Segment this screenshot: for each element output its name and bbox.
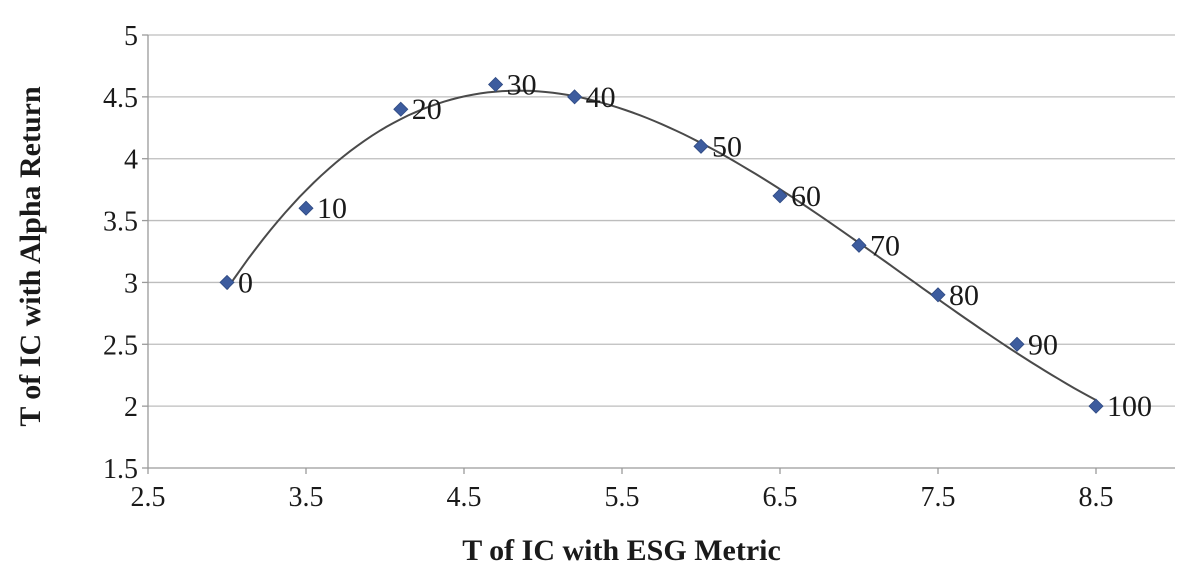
data-label: 50 — [712, 130, 742, 163]
x-tick-label: 4.5 — [447, 482, 482, 513]
y-axis-title: T of IC with Alpha Return — [14, 86, 47, 427]
y-tick-label: 4.5 — [103, 83, 138, 114]
x-tick-label: 2.5 — [131, 482, 166, 513]
x-tick-label: 7.5 — [921, 482, 956, 513]
data-point — [851, 237, 867, 253]
y-tick-label: 3 — [124, 268, 138, 299]
data-label: 30 — [507, 68, 537, 101]
trendline-group — [226, 89, 1097, 401]
y-tick-label: 2.5 — [103, 330, 138, 361]
data-point — [298, 200, 314, 216]
data-point — [393, 101, 409, 117]
data-label: 80 — [949, 279, 979, 312]
x-tick-label: 8.5 — [1079, 482, 1114, 513]
data-point — [1088, 398, 1104, 414]
plot-frame — [142, 34, 1175, 474]
y-tick-labels: 1.5 2 2.5 3 3.5 4 4.5 5 — [103, 21, 138, 485]
x-axis-title: T of IC with ESG Metric — [462, 534, 781, 567]
y-tick-label: 3.5 — [103, 207, 138, 238]
y-tick-label: 1.5 — [103, 454, 138, 485]
x-tick-label: 3.5 — [289, 482, 324, 513]
data-label: 90 — [1028, 328, 1058, 361]
data-label: 60 — [791, 180, 821, 213]
data-point — [1009, 336, 1025, 352]
x-tick-label: 5.5 — [605, 482, 640, 513]
data-point — [567, 89, 583, 105]
data-point — [219, 274, 235, 290]
data-label: 70 — [870, 229, 900, 262]
data-point — [772, 188, 788, 204]
data-label: 100 — [1107, 390, 1152, 423]
x-tick-label: 6.5 — [763, 482, 798, 513]
gridlines — [148, 34, 1175, 407]
y-tick-label: 4 — [124, 145, 138, 176]
markers-group — [219, 76, 1104, 414]
data-label: 10 — [317, 192, 347, 225]
data-label: 40 — [586, 81, 616, 114]
point-labels-group: 0 10 20 30 40 50 60 70 80 90 100 — [238, 68, 1152, 423]
data-label: 20 — [412, 93, 442, 126]
trendline — [226, 89, 1097, 401]
data-label: 0 — [238, 266, 253, 299]
data-point — [930, 287, 946, 303]
data-point — [488, 76, 504, 93]
data-point — [693, 138, 709, 154]
y-tick-label: 5 — [124, 21, 138, 52]
y-tick-label: 2 — [124, 392, 138, 423]
x-tick-labels: 2.5 3.5 4.5 5.5 6.5 7.5 8.5 — [131, 482, 1114, 513]
